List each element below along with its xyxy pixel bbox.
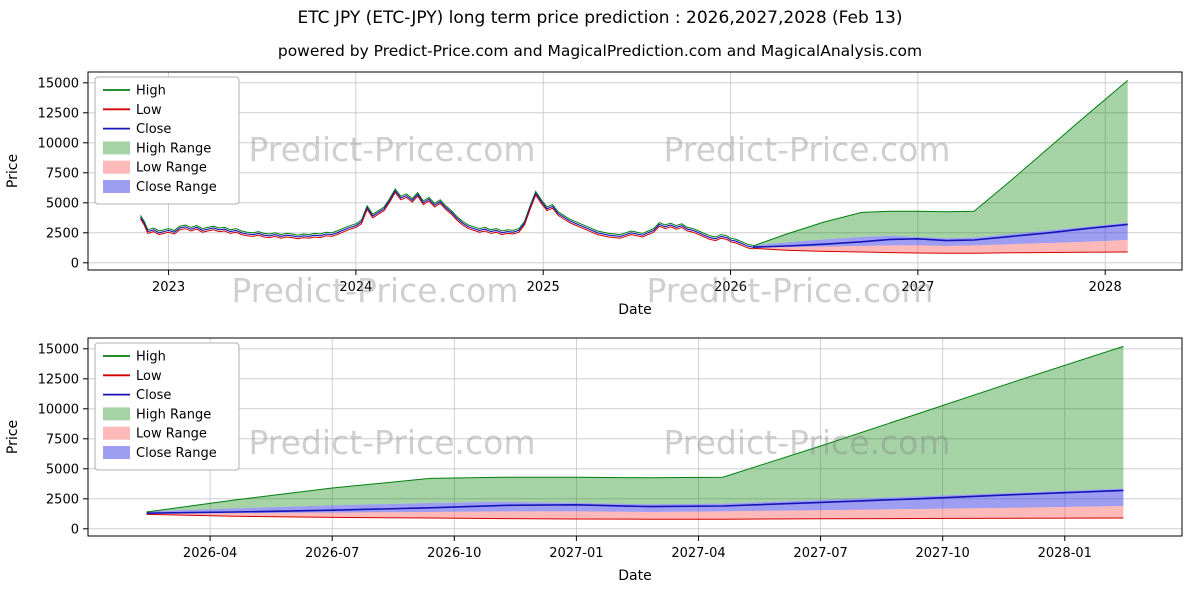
legend-label: High — [136, 350, 166, 365]
y-tick-label: 0 — [71, 522, 79, 537]
legend-label: Close — [136, 122, 171, 137]
predicted-low-line — [752, 247, 1128, 254]
high-range-area — [146, 346, 1124, 512]
y-tick-label: 10000 — [38, 402, 79, 417]
x-tick-label: 2026 — [714, 280, 747, 295]
x-axis-title: Date — [618, 568, 651, 582]
high-line — [140, 188, 754, 246]
legend-label: High — [136, 84, 166, 99]
legend-swatch-close-range — [103, 180, 130, 193]
predicted-low-line — [146, 513, 1124, 520]
y-tick-label: 12500 — [38, 106, 79, 121]
low-range-area — [753, 240, 1128, 254]
x-tick-label: 2026-04 — [183, 546, 237, 561]
y-tick-label: 15000 — [38, 342, 79, 357]
y-axis-title: Price — [5, 420, 21, 454]
chart-subtitle: powered by Predict-Price.com and Magical… — [277, 42, 923, 60]
high-range-area — [753, 80, 1128, 247]
predicted-close-line — [146, 489, 1124, 514]
legend-label: Close Range — [136, 446, 217, 461]
x-tick-label: 2026-07 — [305, 546, 359, 561]
predicted-close-line — [752, 223, 1128, 248]
legend-label: Close — [136, 388, 171, 403]
x-tick-label: 2026-10 — [427, 546, 481, 561]
low-line — [140, 191, 754, 250]
x-tick-label: 2027-10 — [916, 546, 970, 561]
x-tick-label: 2027-07 — [793, 546, 847, 561]
prediction-zoom-chart: 0 2500 5000 7500 10000 12500 15000 2026-04 2026-… — [5, 337, 1183, 582]
legend-label: Low — [136, 369, 162, 384]
y-tick-label: 5000 — [46, 462, 79, 477]
x-tick-label: 2025 — [527, 280, 560, 295]
predicted-high-line — [146, 345, 1124, 513]
legend-box — [94, 76, 240, 205]
y-tick-label: 0 — [71, 256, 79, 271]
x-axis-title: Date — [618, 302, 651, 316]
price-history-and-prediction-chart: 0 2500 5000 7500 10000 12500 15000 2023 2024 2025… — [5, 71, 1183, 316]
plot-frame — [87, 71, 1183, 271]
legend-swatch-close-range — [103, 446, 130, 459]
y-tick-label: 15000 — [38, 76, 79, 91]
legend-box — [94, 342, 240, 471]
legend-label: Low Range — [136, 161, 207, 176]
legend-label: Low — [136, 103, 162, 118]
x-tick-label: 2024 — [339, 280, 372, 295]
legend: High Low Close High Range Low Range Close Ran… — [94, 342, 240, 471]
axis-labels: 0 2500 5000 7500 10000 12500 15000 2026-04 2026-… — [5, 342, 1092, 582]
legend-swatch-high-range — [103, 407, 130, 421]
close-line — [140, 189, 754, 248]
x-tick-label: 2027-01 — [549, 546, 603, 561]
y-axis-title: Price — [5, 154, 21, 188]
legend-label: High Range — [136, 141, 211, 156]
legend-swatch-low-range — [103, 426, 130, 440]
y-tick-label: 7500 — [46, 166, 79, 181]
close-range-area — [753, 222, 1128, 248]
x-tick-label: 2027-04 — [671, 546, 725, 561]
y-tick-label: 5000 — [46, 196, 79, 211]
legend-label: Low Range — [136, 427, 207, 442]
close-range-area — [146, 488, 1124, 514]
x-tick-label: 2028 — [1089, 280, 1122, 295]
axis-labels: 0 2500 5000 7500 10000 12500 15000 2023 2024 2025… — [5, 76, 1122, 316]
y-tick-label: 2500 — [46, 492, 79, 507]
legend-swatch-low-range — [103, 160, 130, 174]
x-tick-label: 2027 — [901, 280, 934, 295]
gridlines — [88, 338, 1182, 536]
predicted-high-line — [752, 80, 1129, 247]
legend-swatch-high-range — [103, 141, 130, 155]
legend: High Low Close High Range Low Range Close Ran… — [94, 76, 240, 205]
legend-label: High Range — [136, 407, 211, 422]
low-range-area — [146, 506, 1124, 520]
y-tick-label: 10000 — [38, 136, 79, 151]
legend-label: Close Range — [136, 180, 217, 195]
x-tick-label: 2028-01 — [1038, 546, 1092, 561]
y-tick-label: 12500 — [38, 372, 79, 387]
plot-frame — [87, 337, 1183, 537]
y-tick-label: 7500 — [46, 432, 79, 447]
x-tick-label: 2023 — [152, 280, 185, 295]
chart-title: ETC JPY (ETC-JPY) long term price predic… — [297, 8, 903, 28]
y-tick-label: 2500 — [46, 226, 79, 241]
gridlines — [88, 72, 1182, 270]
